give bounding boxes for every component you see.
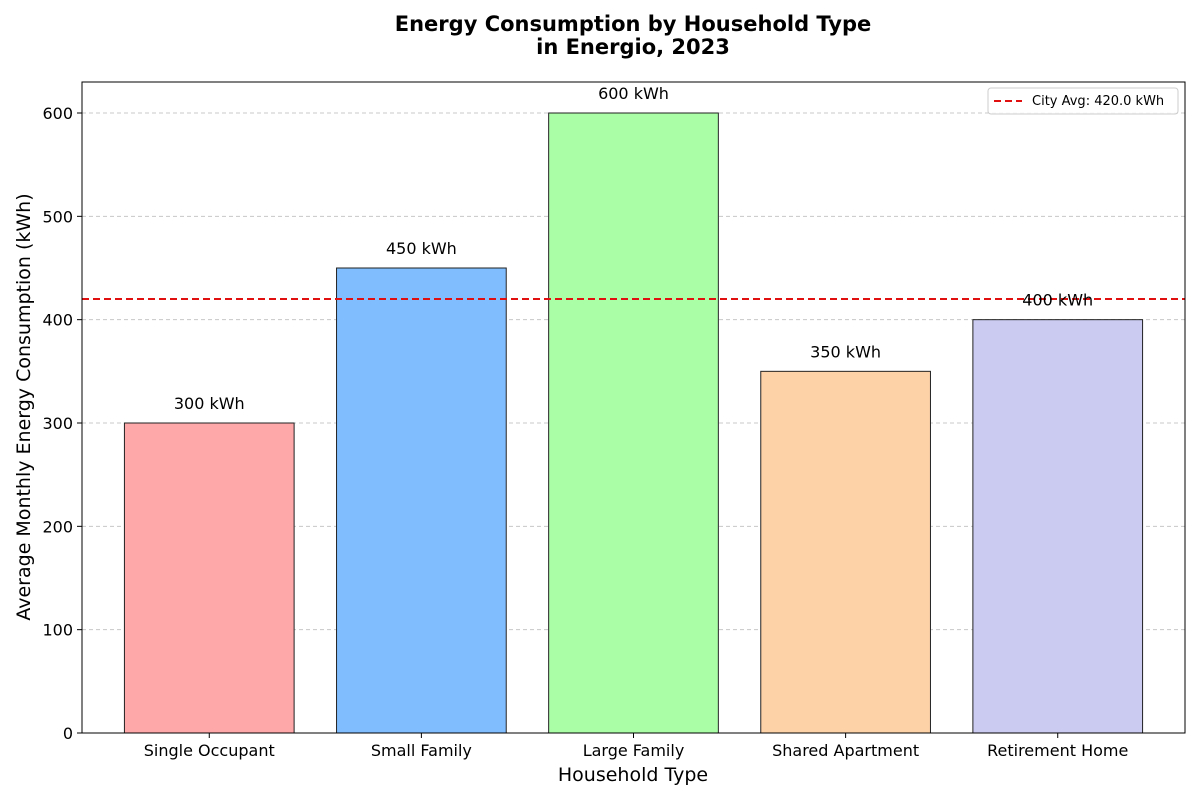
- y-tick-label-1: 100: [42, 621, 73, 640]
- y-tick-label-0: 0: [63, 724, 73, 743]
- value-label-shared-apartment: 350 kWh: [810, 342, 881, 361]
- chart-title-line-2: in Energio, 2023: [536, 35, 730, 59]
- y-tick-label-5: 500: [42, 207, 73, 226]
- y-tick-label-2: 200: [42, 517, 73, 536]
- bars: [123, 112, 1144, 734]
- value-label-small-family: 450 kWh: [386, 239, 457, 258]
- x-tick-label-single-occupant: Single Occupant: [144, 741, 275, 760]
- bar-shared-apartment: [760, 370, 931, 734]
- bar-large-family: [548, 112, 719, 734]
- y-axis-label: Average Monthly Energy Consumption (kWh): [13, 193, 35, 620]
- value-labels: 300 kWh 450 kWh 600 kWh 350 kWh 400 kWh: [174, 84, 1093, 413]
- bar-small-family: [336, 267, 507, 734]
- bar-single-occupant: [123, 422, 295, 734]
- legend: City Avg: 420.0 kWh: [987, 87, 1179, 115]
- legend-label-city-average: City Avg: 420.0 kWh: [1032, 94, 1164, 109]
- x-tick-label-small-family: Small Family: [371, 741, 472, 760]
- value-label-retirement-home: 400 kWh: [1022, 291, 1093, 310]
- chart-title-line-1: Energy Consumption by Household Type: [395, 12, 871, 36]
- x-axis-label: Household Type: [558, 764, 708, 786]
- x-tick-label-shared-apartment: Shared Apartment: [772, 741, 919, 760]
- legend-box: [987, 87, 1179, 115]
- value-label-large-family: 600 kWh: [598, 84, 669, 103]
- x-axis-ticks: Single Occupant Small Family Large Family S…: [144, 733, 1128, 760]
- x-tick-label-retirement-home: Retirement Home: [987, 741, 1128, 760]
- y-tick-label-3: 300: [42, 414, 73, 433]
- y-axis-ticks: 0 100 200 300 400 500 600: [42, 104, 82, 743]
- value-label-single-occupant: 300 kWh: [174, 394, 245, 413]
- bar-retirement-home: [972, 319, 1144, 734]
- y-tick-label-4: 400: [42, 311, 73, 330]
- x-tick-label-large-family: Large Family: [583, 741, 685, 760]
- y-tick-label-6: 600: [42, 104, 73, 123]
